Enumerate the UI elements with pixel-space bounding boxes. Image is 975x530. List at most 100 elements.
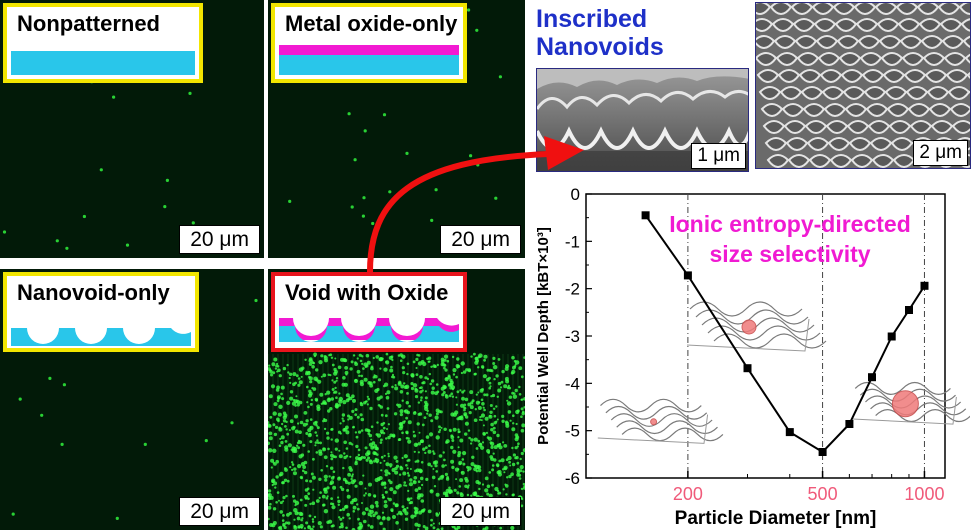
fluorescent-particle (292, 372, 297, 377)
fluorescent-particle (318, 360, 323, 365)
fluorescent-particle (426, 412, 429, 415)
fluorescent-particle (415, 367, 418, 369)
fluorescent-particle (389, 368, 394, 373)
fluorescent-particle (280, 385, 285, 390)
fluorescent-particle (424, 376, 428, 380)
fluorescent-particle (428, 432, 434, 437)
fluorescent-particle (419, 470, 422, 474)
fluorescent-particle (456, 364, 461, 369)
fluorescent-particle (413, 506, 417, 510)
fluorescent-particle (285, 521, 288, 525)
nanovoid-cell (966, 71, 970, 79)
fluorescent-particle (18, 397, 22, 401)
oxide-layer (279, 45, 459, 55)
fluorescent-particle (397, 403, 402, 408)
fluorescent-particle (312, 488, 315, 491)
fluorescent-particle (342, 376, 346, 380)
fluorescent-particle (372, 376, 376, 379)
fluorescent-particle (432, 526, 436, 530)
fluorescent-particle (462, 370, 467, 374)
fluorescent-particle (364, 428, 369, 432)
fluorescent-particle (55, 239, 59, 243)
fluorescent-particle (347, 481, 351, 485)
fluorescent-particle (506, 476, 509, 479)
fluorescent-particle (293, 467, 297, 471)
fluorescent-particle (309, 479, 313, 483)
fluorescent-particle (359, 413, 363, 417)
fluorescent-particle (480, 445, 485, 450)
fluorescent-particle (299, 498, 303, 502)
fluorescent-particle (429, 489, 434, 494)
fluorescent-particle (275, 364, 278, 368)
fluorescent-particle (343, 358, 348, 363)
fluorescent-particle (419, 493, 424, 498)
fluorescent-particle (518, 385, 521, 389)
fluorescent-particle (496, 418, 499, 421)
fluorescent-particle (497, 381, 502, 386)
fluorescent-particle (268, 489, 272, 493)
fluorescent-particle (334, 386, 337, 390)
fluorescent-particle (276, 399, 280, 403)
fluorescent-particle (302, 443, 306, 447)
fluorescent-particle (332, 470, 336, 474)
fluorescent-particle (382, 432, 386, 435)
fluorescent-particle (274, 486, 277, 489)
fluorescent-particle (270, 466, 273, 469)
fluorescent-particle (272, 371, 276, 375)
fluorescent-particle (379, 395, 383, 399)
fluorescent-particle (354, 361, 357, 364)
fluorescent-particle (453, 488, 457, 492)
fluorescent-particle (440, 426, 443, 429)
fluorescent-particle (462, 451, 467, 456)
fluorescent-particle (420, 499, 425, 503)
fluorescent-particle (285, 494, 288, 498)
fluorescent-particle (452, 412, 457, 417)
fluorescent-particle (366, 395, 369, 398)
fluorescent-particle (430, 465, 433, 468)
fluorescent-particle (358, 456, 363, 461)
fluorescent-particle (307, 433, 312, 438)
fluorescent-particle (355, 444, 359, 449)
fluorescent-particle (289, 419, 294, 424)
fluorescent-particle (521, 398, 524, 401)
fluorescent-particle (269, 495, 274, 500)
fluorescent-particle (204, 439, 208, 443)
fluorescent-particle (307, 525, 310, 528)
fluorescent-particle (443, 427, 447, 431)
fluorescent-particle (445, 377, 448, 380)
fluorescent-particle (398, 473, 402, 476)
fluorescent-particle (322, 503, 325, 507)
label-box-nanovoid: Nanovoid-only (3, 272, 199, 352)
data-point (887, 332, 896, 341)
fluorescent-particle (383, 367, 388, 372)
fluorescent-particle (495, 374, 499, 378)
fluorescent-particle (514, 363, 517, 366)
well-surface-line (616, 420, 718, 435)
fluorescent-particle (286, 432, 290, 436)
fluorescent-particle (422, 525, 426, 528)
fluorescent-particle (398, 483, 402, 488)
fluorescent-particle (316, 404, 321, 409)
fluorescent-particle (475, 393, 478, 396)
fluorescent-particle (350, 205, 354, 209)
fluorescent-particle (407, 474, 411, 477)
fluorescent-particle (308, 362, 313, 366)
fluorescent-particle (381, 511, 385, 514)
fluorescent-particle (373, 451, 377, 456)
fluorescent-particle (459, 403, 465, 408)
fluorescent-particle (507, 455, 512, 461)
fluorescent-particle (327, 397, 331, 401)
fluorescent-particle (477, 391, 480, 394)
fluorescent-particle (384, 469, 389, 474)
fluorescent-particle (360, 417, 365, 422)
fluorescent-particle (489, 455, 493, 459)
fluorescent-particle (470, 442, 473, 445)
fluorescent-particle (330, 397, 334, 401)
fluorescent-particle (288, 372, 293, 376)
fluorescent-particle (268, 448, 273, 453)
fluorescent-particle (360, 429, 364, 432)
fluorescent-particle (511, 427, 516, 432)
fluorescent-particle (350, 360, 354, 364)
fluorescent-particle (475, 447, 479, 450)
fluorescent-particle (443, 354, 449, 359)
